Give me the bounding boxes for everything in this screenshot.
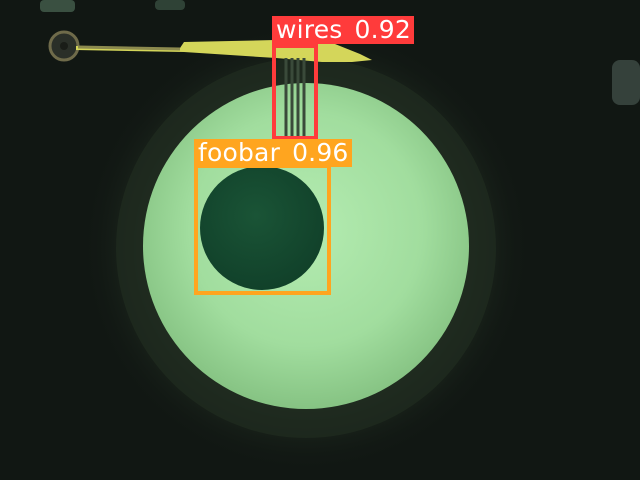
speck: [155, 0, 185, 10]
detection-box-wires: [272, 44, 318, 140]
detection-label-foobar: foobar 0.96: [194, 139, 352, 167]
detection-score: 0.92: [354, 15, 411, 44]
speck: [612, 60, 640, 105]
bond-pad-hole: [60, 42, 68, 50]
wire-trace-thin: [77, 45, 181, 51]
dark-hole: [200, 166, 324, 290]
speck: [40, 0, 75, 12]
detection-class: foobar: [198, 138, 281, 167]
detection-label-wires: wires 0.92: [272, 16, 414, 44]
detection-class: wires: [276, 15, 343, 44]
detection-score: 0.96: [292, 138, 349, 167]
detection-box-foobar: [194, 164, 331, 295]
